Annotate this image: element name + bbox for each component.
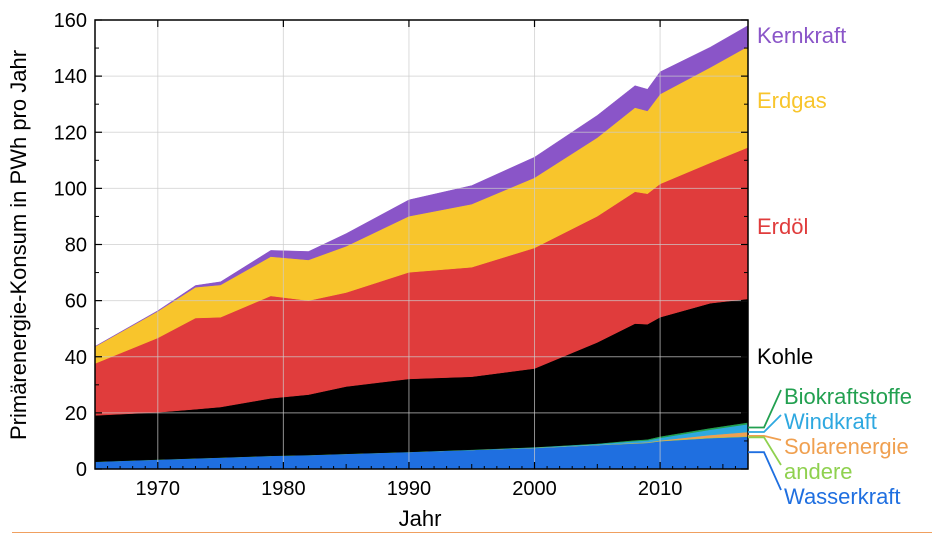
- y-tick-label: 0: [76, 459, 87, 481]
- bottom-divider: [12, 532, 932, 533]
- y-axis-label: Primärenergie-Konsum in PWh pro Jahr: [6, 50, 31, 440]
- series-label-wasserkraft: Wasserkraft: [784, 484, 901, 509]
- x-tick-label: 1980: [261, 478, 306, 500]
- leader-line-solarenergie: [748, 434, 782, 441]
- series-label-andere: andere: [784, 459, 853, 484]
- stacked-areas: [94, 25, 749, 470]
- series-label-erdgas: Erdgas: [757, 88, 827, 113]
- x-tick-label: 2010: [638, 478, 683, 500]
- series-label-erd-l: Erdöl: [757, 214, 808, 239]
- label-leader-lines: [748, 389, 782, 491]
- y-tick-label: 60: [65, 291, 87, 313]
- series-labels: KernkraftErdgasErdölKohleBiokraftstoffeW…: [757, 23, 912, 509]
- y-tick-label: 140: [54, 66, 87, 88]
- y-tick-label: 100: [54, 178, 87, 200]
- axis-ticks: 1970 1980 1990 2000 2010 0 20 40 60 80 100 120 140 16…: [54, 10, 749, 500]
- x-tick-label: 2000: [512, 478, 557, 500]
- x-tick-label: 1970: [136, 478, 181, 500]
- y-tick-label: 80: [65, 235, 87, 257]
- leader-line-andere: [748, 436, 782, 466]
- series-label-windkraft: Windkraft: [784, 409, 877, 434]
- series-label-kohle: Kohle: [757, 344, 813, 369]
- series-label-kernkraft: Kernkraft: [757, 23, 846, 48]
- series-label-solarenergie: Solarenergie: [784, 434, 909, 459]
- leader-line-biokraftstoffe: [748, 389, 782, 429]
- y-tick-label: 20: [65, 403, 87, 425]
- y-tick-label: 160: [54, 10, 87, 32]
- leader-line-wasserkraft: [748, 451, 782, 491]
- leader-line-windkraft: [748, 414, 782, 433]
- y-tick-label: 40: [65, 347, 87, 369]
- y-tick-label: 120: [54, 122, 87, 144]
- x-tick-label: 1990: [387, 478, 432, 500]
- x-axis-label: Jahr: [399, 506, 442, 531]
- series-label-biokraftstoffe: Biokraftstoffe: [784, 384, 912, 409]
